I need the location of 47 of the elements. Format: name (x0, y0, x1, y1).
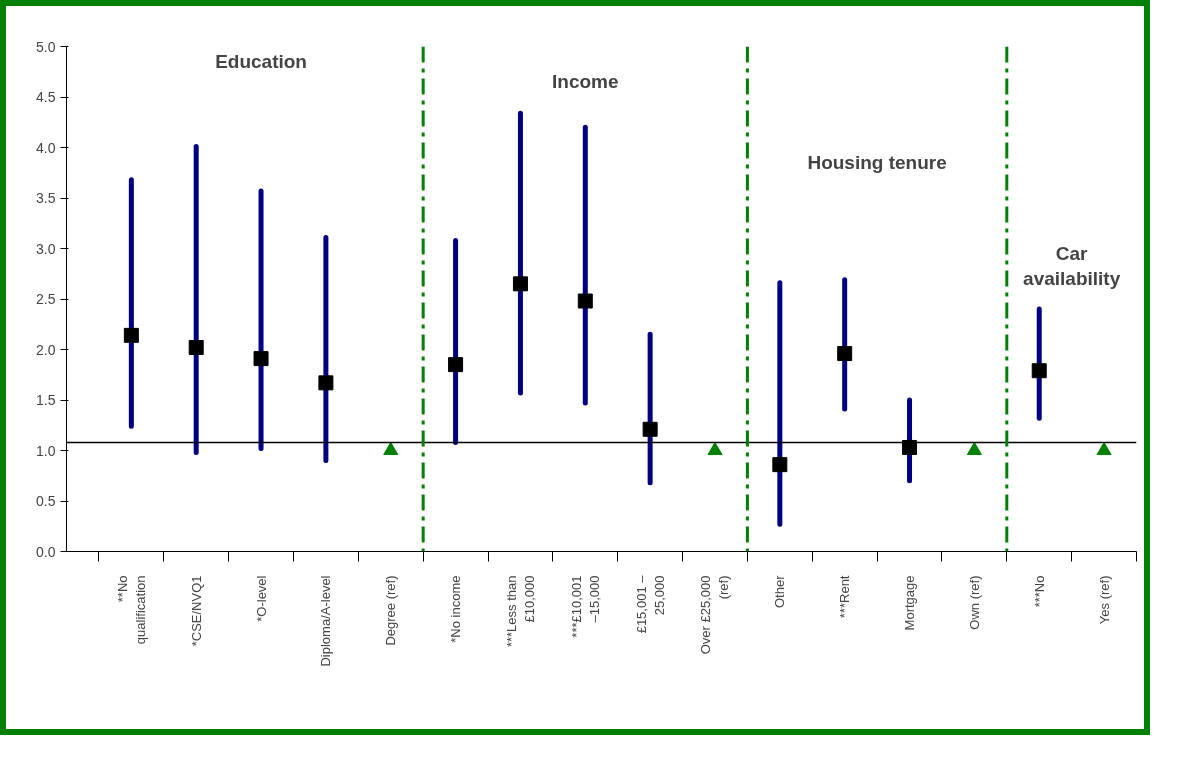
annotation: Car availability (1023, 242, 1121, 289)
x-tick-label: Other (772, 574, 788, 609)
annotation: Housing tenure (807, 151, 947, 173)
y-tick-label: 2.0 (36, 341, 56, 358)
x-tick-label: Over £25,000 (ref) (698, 575, 732, 655)
y-tick-label: 5.0 (36, 38, 56, 55)
point (1031, 363, 1047, 379)
x-tick-label: ***No (1031, 575, 1047, 608)
x-tick-label: Yes (ref) (1096, 575, 1112, 625)
point (383, 441, 399, 456)
y-tick-label: 1.5 (36, 392, 56, 408)
y-tick-label: 4.0 (36, 139, 56, 156)
point (188, 339, 204, 355)
point (512, 276, 528, 292)
x-tick-label: *No income (448, 575, 464, 643)
annotation: Education (215, 50, 307, 72)
point (642, 421, 658, 437)
y-tick-label: 3.5 (36, 190, 56, 206)
x-tick-label: *O-level (253, 575, 269, 622)
x-tick-label: *CSE/NVQ1 (188, 575, 204, 647)
annotation: Income (552, 70, 619, 92)
y-tick-label: 0.5 (36, 493, 56, 509)
x-tick-label: Own (ref) (966, 575, 982, 630)
point (837, 346, 853, 362)
point (318, 375, 334, 391)
x-tick-label: Diploma/A-level (318, 575, 334, 667)
point (707, 441, 723, 456)
point (123, 327, 139, 343)
point (1096, 441, 1112, 456)
point (448, 357, 464, 373)
x-tick-label: ***£10,001 –15,000 (568, 575, 602, 638)
x-tick-label: **No qualification (114, 575, 148, 645)
x-tick-label: £15,001 – 25,000 (633, 574, 667, 634)
x-tick-label: ***Less than £10,000 (503, 575, 537, 648)
x-tick-label: ***Rent (837, 575, 853, 619)
point (253, 351, 269, 367)
point (902, 439, 918, 455)
point (966, 441, 982, 456)
y-tick-label: 4.5 (36, 89, 56, 105)
x-tick-label: Mortgage (902, 575, 918, 631)
y-tick-label: 2.5 (36, 291, 56, 307)
y-tick-label: 1.0 (36, 442, 56, 459)
x-tick-label: Degree (ref) (383, 575, 399, 646)
point (772, 457, 788, 473)
y-tick-label: 0.0 (36, 543, 56, 560)
y-tick-label: 3.0 (36, 240, 56, 257)
point (577, 293, 593, 309)
